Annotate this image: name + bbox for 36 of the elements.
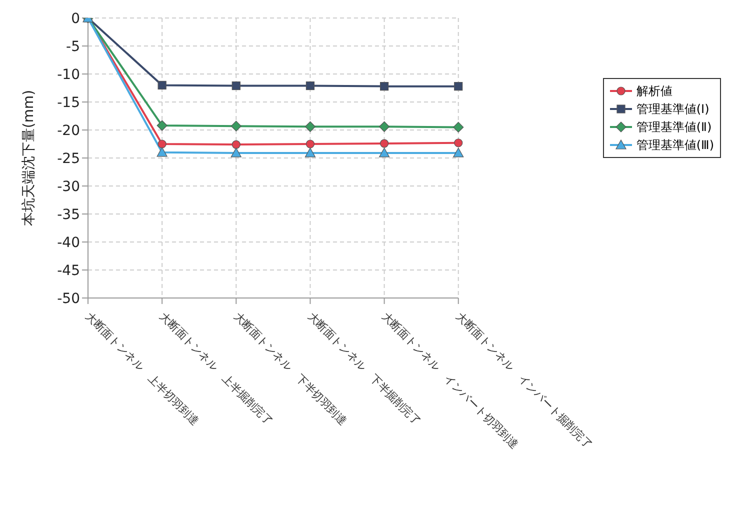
y-tick-label: -50 <box>57 290 80 307</box>
point <box>380 82 389 91</box>
point <box>156 120 168 131</box>
point <box>454 138 463 148</box>
legend-label: 解析値 <box>636 83 672 100</box>
y-axis-title: 本坑天端沈下量(mm) <box>20 90 37 226</box>
point <box>453 122 464 132</box>
y-tick-label: -45 <box>57 262 80 279</box>
legend-label: 管理基準値(Ⅲ) <box>636 137 714 154</box>
point <box>453 148 464 158</box>
point <box>378 148 390 158</box>
point <box>306 81 315 90</box>
y-tick-label: -25 <box>57 150 80 167</box>
y-tick-label: -10 <box>57 66 80 83</box>
point <box>378 121 390 132</box>
y-tick-label: -20 <box>57 122 80 139</box>
point <box>454 82 463 91</box>
y-tick-label: -35 <box>57 206 80 223</box>
legend-label: 管理基準値(Ⅱ) <box>636 119 712 136</box>
y-tick-label: -15 <box>57 94 80 111</box>
legend-label: 管理基準値(Ⅰ) <box>636 101 710 118</box>
point <box>380 139 389 148</box>
y-tick-label: -30 <box>57 178 80 195</box>
point <box>304 121 316 132</box>
y-tick-label: 0 <box>71 10 80 27</box>
point <box>158 80 166 90</box>
point <box>230 120 242 132</box>
point <box>304 148 316 158</box>
point <box>156 147 168 157</box>
point <box>158 140 166 148</box>
point <box>230 148 242 158</box>
y-tick-label: -5 <box>66 38 80 55</box>
point <box>232 140 240 149</box>
point <box>306 140 315 148</box>
point <box>232 81 240 90</box>
y-tick-label: -40 <box>57 234 80 251</box>
